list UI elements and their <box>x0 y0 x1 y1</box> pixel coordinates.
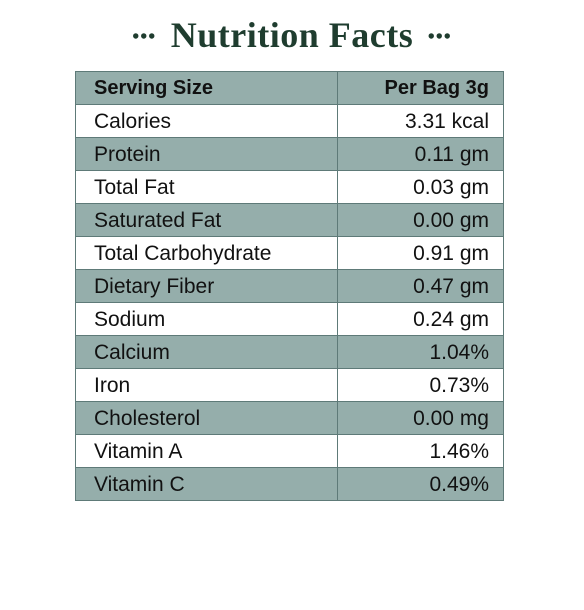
nutrient-value: 0.03 gm <box>337 170 504 204</box>
nutrient-label: Calcium <box>75 335 338 369</box>
table-row: Saturated Fat 0.00 gm <box>75 203 504 237</box>
nutrient-label: Vitamin C <box>75 467 338 501</box>
nutrient-value: 0.00 mg <box>337 401 504 435</box>
nutrient-label: Cholesterol <box>75 401 338 435</box>
nutrient-value: 0.00 gm <box>337 203 504 237</box>
nutrient-label: Sodium <box>75 302 338 336</box>
nutrient-value: 0.11 gm <box>337 137 504 171</box>
serving-size-value: Per Bag 3g <box>337 71 504 105</box>
ornament-right-icon: ••• <box>427 25 452 48</box>
nutrition-table: Serving Size Per Bag 3g Calories 3.31 kc… <box>75 71 504 501</box>
table-row: Iron 0.73% <box>75 368 504 402</box>
nutrient-value: 0.49% <box>337 467 504 501</box>
nutrient-label: Dietary Fiber <box>75 269 338 303</box>
ornament-left-icon: ••• <box>132 25 157 48</box>
table-row: Vitamin A 1.46% <box>75 434 504 468</box>
table-row: Vitamin C 0.49% <box>75 467 504 501</box>
nutrient-value: 0.91 gm <box>337 236 504 270</box>
nutrient-value: 1.46% <box>337 434 504 468</box>
table-row: Calcium 1.04% <box>75 335 504 369</box>
table-row: Total Carbohydrate 0.91 gm <box>75 236 504 270</box>
nutrient-value: 0.24 gm <box>337 302 504 336</box>
nutrient-label: Calories <box>75 104 338 138</box>
nutrient-label: Protein <box>75 137 338 171</box>
serving-size-label: Serving Size <box>75 71 338 105</box>
nutrient-label: Total Fat <box>75 170 338 204</box>
page-title: Nutrition Facts <box>170 15 414 55</box>
nutrient-label: Iron <box>75 368 338 402</box>
table-row: Calories 3.31 kcal <box>75 104 504 138</box>
nutrient-value: 0.73% <box>337 368 504 402</box>
table-row: Sodium 0.24 gm <box>75 302 504 336</box>
table-row: Cholesterol 0.00 mg <box>75 401 504 435</box>
nutrient-label: Total Carbohydrate <box>75 236 338 270</box>
nutrient-label: Saturated Fat <box>75 203 338 237</box>
nutrition-title-block: ••• Nutrition Facts ••• <box>0 14 584 56</box>
table-header-row: Serving Size Per Bag 3g <box>75 71 504 105</box>
table-row: Dietary Fiber 0.47 gm <box>75 269 504 303</box>
table-row: Total Fat 0.03 gm <box>75 170 504 204</box>
nutrient-value: 3.31 kcal <box>337 104 504 138</box>
nutrient-value: 1.04% <box>337 335 504 369</box>
table-row: Protein 0.11 gm <box>75 137 504 171</box>
nutrient-value: 0.47 gm <box>337 269 504 303</box>
nutrient-label: Vitamin A <box>75 434 338 468</box>
